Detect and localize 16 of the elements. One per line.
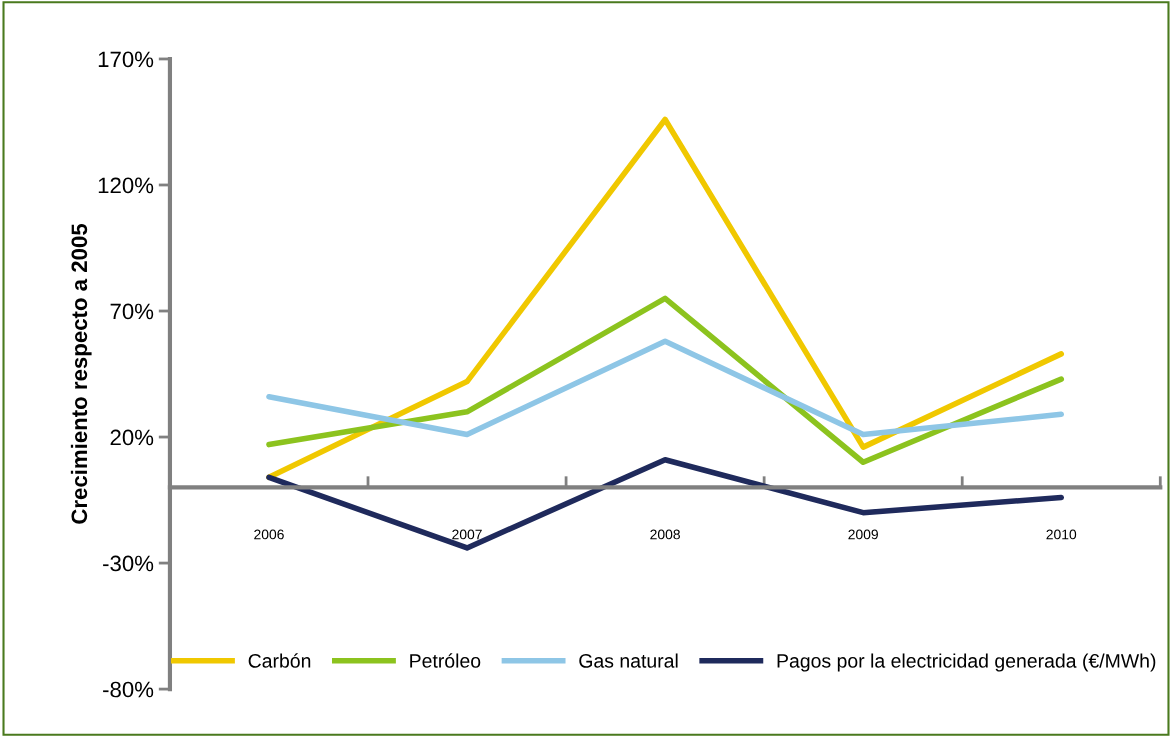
y-tick-label: 170% xyxy=(98,51,154,68)
y-tick-label: 120% xyxy=(98,177,154,194)
x-tick-label: 2008 xyxy=(650,529,680,540)
legend-label: Carbón xyxy=(248,653,311,668)
y-axis-title: Crecimiento respecto a 2005 xyxy=(70,223,92,524)
x-tick-label: 2009 xyxy=(848,529,878,540)
y-tick-label: -80% xyxy=(103,681,154,698)
y-tick-label: 20% xyxy=(110,429,154,446)
legend-label: Gas natural xyxy=(579,653,678,668)
legend-label: Pagos por la electricidad generada (€/MWh) xyxy=(777,653,1156,672)
x-tick-label: 2007 xyxy=(452,529,482,540)
legend-label: Petróleo xyxy=(410,653,481,668)
x-tick-label: 2006 xyxy=(254,529,284,540)
x-tick-label: 2010 xyxy=(1046,529,1077,540)
y-tick-label: -30% xyxy=(103,555,154,572)
y-tick-label: 70% xyxy=(110,303,154,320)
